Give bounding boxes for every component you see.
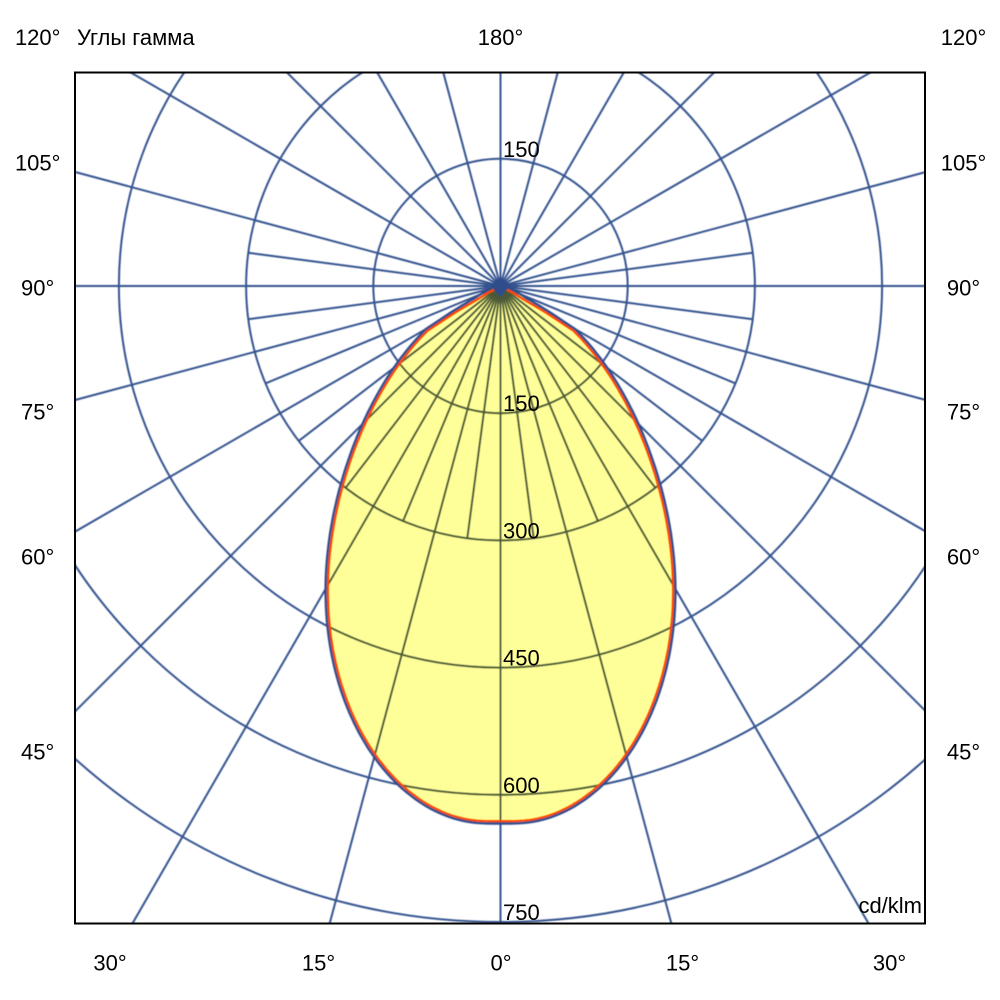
- svg-text:cd/klm: cd/klm: [858, 893, 922, 918]
- svg-text:150: 150: [503, 391, 540, 416]
- svg-text:45°: 45°: [947, 740, 980, 765]
- svg-text:150: 150: [503, 137, 540, 162]
- svg-text:450: 450: [503, 646, 540, 671]
- svg-text:120°: 120°: [941, 25, 987, 50]
- svg-text:15°: 15°: [666, 951, 699, 976]
- svg-text:120°: 120°: [15, 25, 61, 50]
- svg-text:105°: 105°: [15, 151, 61, 176]
- svg-text:Углы гамма: Углы гамма: [77, 25, 195, 50]
- svg-text:45°: 45°: [21, 740, 54, 765]
- svg-text:105°: 105°: [941, 151, 987, 176]
- svg-text:90°: 90°: [947, 276, 980, 301]
- svg-text:750: 750: [503, 900, 540, 925]
- svg-text:60°: 60°: [947, 545, 980, 570]
- svg-text:75°: 75°: [21, 400, 54, 425]
- svg-text:0°: 0°: [490, 951, 511, 976]
- svg-text:30°: 30°: [873, 951, 906, 976]
- svg-text:600: 600: [503, 773, 540, 798]
- svg-text:180°: 180°: [478, 25, 524, 50]
- svg-text:60°: 60°: [21, 545, 54, 570]
- svg-text:30°: 30°: [93, 951, 126, 976]
- svg-text:75°: 75°: [947, 400, 980, 425]
- svg-text:300: 300: [503, 518, 540, 543]
- svg-text:15°: 15°: [302, 951, 335, 976]
- svg-text:90°: 90°: [21, 276, 54, 301]
